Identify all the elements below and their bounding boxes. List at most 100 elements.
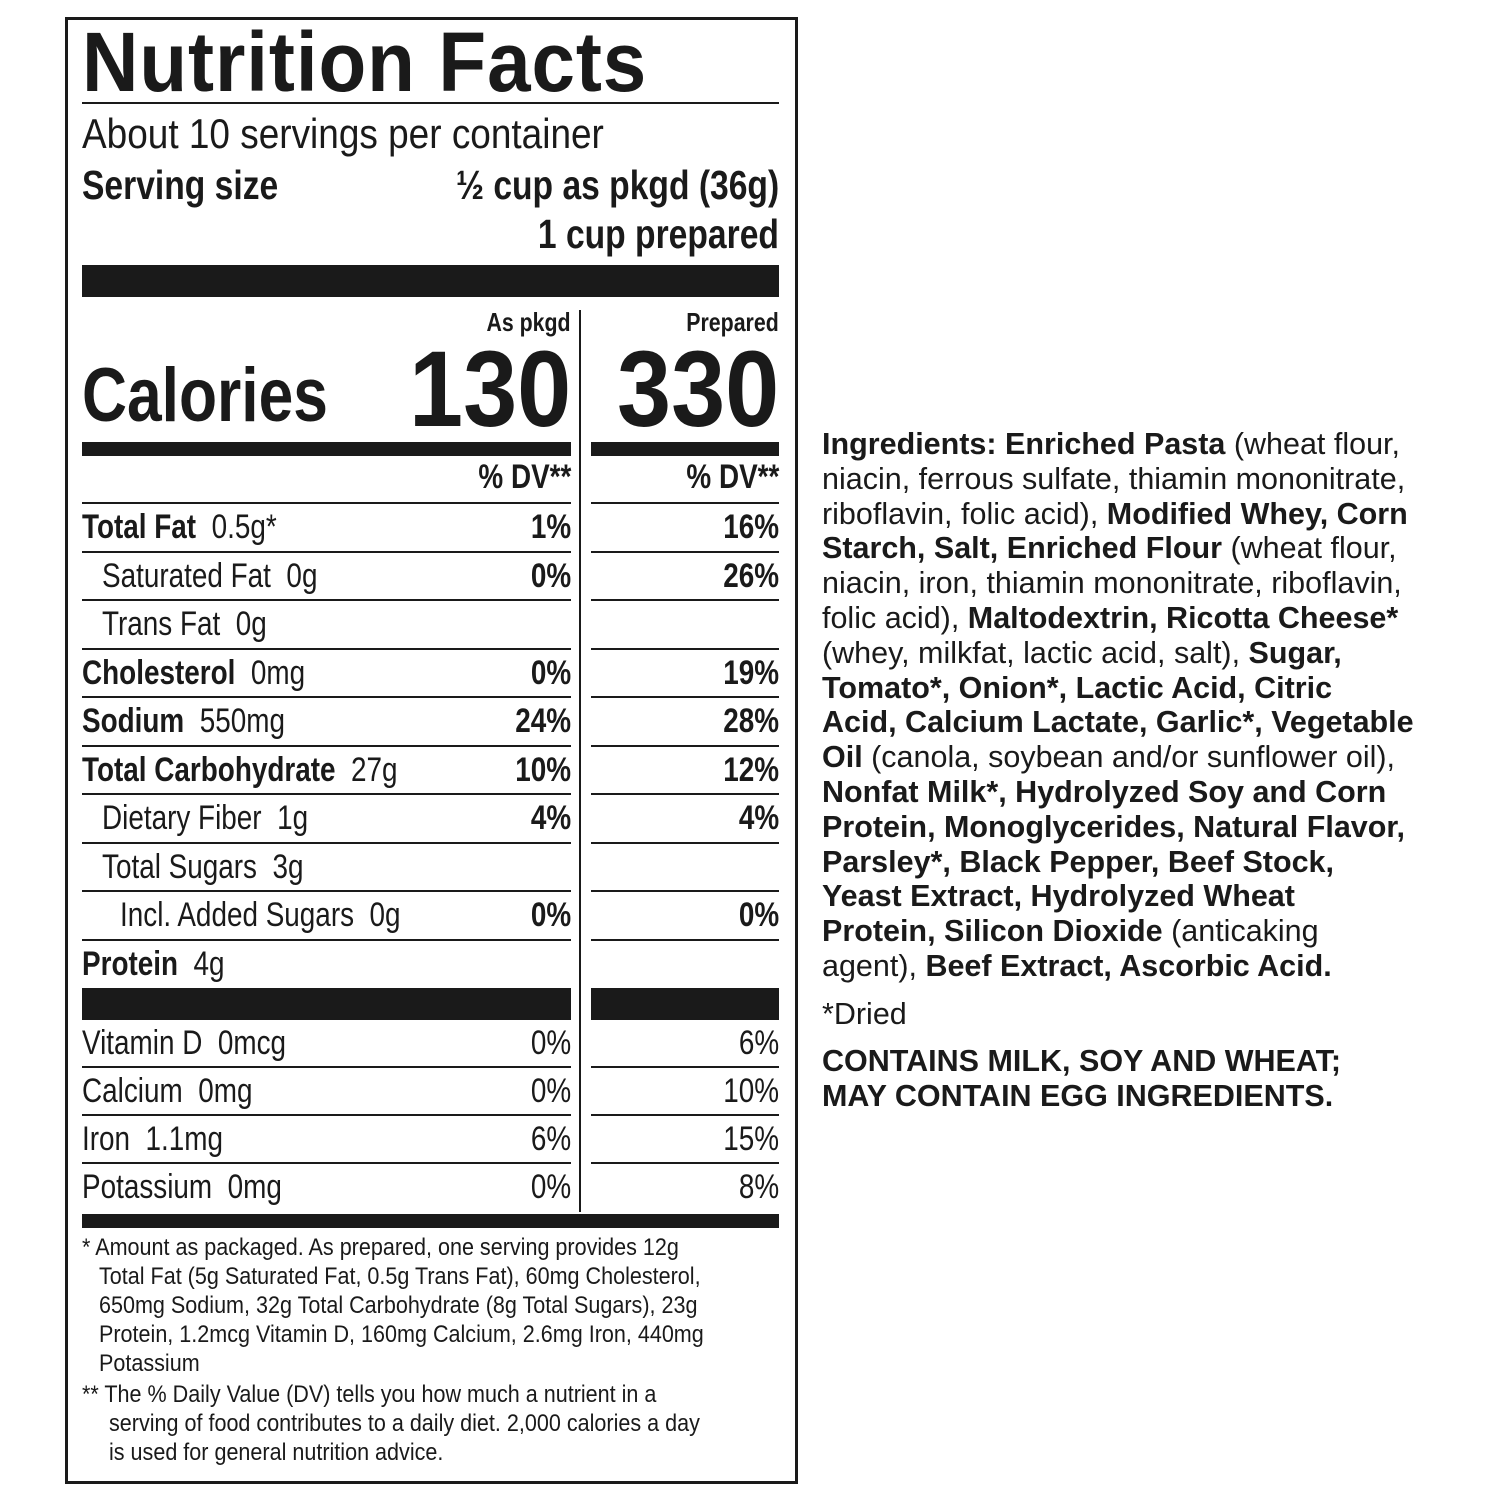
nutrient-dv-pkgd: 0% bbox=[522, 654, 571, 693]
serving-size-pkgd-text: ½ cup as pkgd (36g) bbox=[455, 162, 779, 208]
ingredients-text: niacin, ferrous sulfate, thiamin mononit… bbox=[822, 461, 1406, 496]
nutrient-row: Protein 4g bbox=[82, 945, 256, 984]
calories-prepared-value: 330 bbox=[616, 328, 779, 449]
vitamin-amount: 0mg bbox=[198, 1072, 253, 1110]
dv-value: 0% bbox=[530, 653, 571, 692]
nutrient-dv-pkgd: 4% bbox=[522, 799, 571, 838]
vitamin-name: Vitamin D bbox=[82, 1024, 203, 1062]
dv-value: 0% bbox=[530, 1072, 571, 1110]
divider bbox=[82, 647, 571, 650]
footnote-text: 650mg Sodium, 32g Total Carbohydrate (8g… bbox=[99, 1292, 698, 1319]
dv-value: 19% bbox=[723, 653, 779, 692]
divider bbox=[591, 1162, 779, 1164]
nutrient-amount: 4g bbox=[193, 944, 225, 983]
ingredients-text: Nonfat Milk*, Hydrolyzed Soy and Corn bbox=[822, 775, 1387, 809]
ingredients-line: Starch, Salt, Enriched Flour (wheat flou… bbox=[822, 531, 1397, 566]
nutrient-row: Dietary Fiber 1g bbox=[102, 799, 353, 838]
vitamin-dv-pkgd: 6% bbox=[522, 1120, 571, 1159]
nutrient-name: Sodium bbox=[82, 702, 185, 740]
nutrient-dv-prepared: 12% bbox=[711, 751, 779, 790]
nutrition-facts-panel bbox=[65, 17, 798, 1484]
dv-value: 0% bbox=[530, 1024, 571, 1062]
nutrient-dv-prepared: 28% bbox=[711, 702, 779, 741]
nutrient-name: Cholesterol bbox=[82, 653, 236, 692]
nutrient-amount: 0.5g* bbox=[211, 508, 277, 546]
ingredients-line: niacin, iron, thiamin mononitrate, ribof… bbox=[822, 566, 1402, 601]
footnote-dv-line: is used for general nutrition advice. bbox=[109, 1438, 489, 1467]
vitamin-name: Calcium bbox=[82, 1072, 183, 1110]
footnote-text: ** The % Daily Value (DV) tells you how … bbox=[82, 1381, 657, 1408]
ingredients-text: (whey, milkfat, lactic acid, salt), bbox=[822, 635, 1249, 670]
nutrient-amount: 550mg bbox=[199, 702, 285, 740]
footnote-amount-line: Potassium bbox=[99, 1349, 213, 1378]
vitamin-name: Potassium bbox=[82, 1168, 213, 1206]
divider bbox=[591, 744, 779, 747]
nutrient-amount: 0g bbox=[286, 556, 318, 595]
nutrient-name: Protein bbox=[82, 944, 179, 983]
dv-value: 28% bbox=[723, 702, 779, 740]
divider bbox=[591, 696, 779, 698]
dv-value: 6% bbox=[530, 1120, 571, 1158]
ingredients-text: Acid, Calcium Lactate, Garlic*, Vegetabl… bbox=[822, 705, 1414, 740]
divider bbox=[82, 793, 571, 795]
footnote-text: Protein, 1.2mcg Vitamin D, 160mg Calcium… bbox=[99, 1321, 704, 1348]
vitamin-dv-prepared: 8% bbox=[730, 1168, 779, 1207]
dv-header-text: % DV** bbox=[478, 458, 571, 496]
dv-value: 26% bbox=[723, 556, 779, 595]
ingredients-line: Ingredients: Enriched Pasta (wheat flour… bbox=[822, 427, 1400, 462]
dv-value: 0% bbox=[530, 556, 571, 595]
vitamin-name: Iron bbox=[82, 1120, 131, 1158]
allergen-statement: CONTAINS MILK, SOY AND WHEAT; bbox=[822, 1044, 1342, 1078]
vitamin-dv-pkgd: 0% bbox=[522, 1024, 571, 1063]
thick-bar bbox=[591, 442, 779, 456]
footnote-text: * Amount as packaged. As prepared, one s… bbox=[82, 1234, 679, 1261]
ingredients-text: Protein, Silicon Dioxide bbox=[822, 914, 1163, 949]
calories-label: Calories bbox=[82, 352, 382, 439]
divider bbox=[591, 890, 779, 892]
nutrient-amount: 1g bbox=[277, 799, 309, 837]
dv-value: 1% bbox=[530, 508, 571, 546]
serving-size-label: Serving size bbox=[82, 162, 321, 209]
vitamin-dv-prepared: 10% bbox=[711, 1072, 779, 1111]
divider bbox=[591, 841, 779, 844]
vitamin-dv-pkgd: 0% bbox=[522, 1168, 571, 1207]
dv-header-text: % DV** bbox=[686, 458, 779, 496]
nutrient-row: Total Carbohydrate 27g bbox=[82, 751, 467, 790]
calories-pkgd-value: 130 bbox=[408, 328, 571, 449]
dv-value: 0% bbox=[530, 1168, 571, 1206]
nutrient-dv-pkgd: 0% bbox=[522, 557, 571, 596]
ingredients-line: Protein, Silicon Dioxide (anticaking bbox=[822, 914, 1319, 949]
nutrient-row: Sodium 550mg bbox=[82, 702, 330, 741]
label-title-text: Nutrition Facts bbox=[82, 15, 648, 109]
ingredients-line: Acid, Calcium Lactate, Garlic*, Vegetabl… bbox=[822, 705, 1414, 740]
divider bbox=[82, 502, 571, 504]
ingredients-line: (whey, milkfat, lactic acid, salt), Suga… bbox=[822, 636, 1342, 671]
divider bbox=[82, 1114, 571, 1116]
ingredients-text: niacin, iron, thiamin mononitrate, ribof… bbox=[822, 566, 1402, 601]
col-header-pkgd-text: As pkgd bbox=[486, 307, 571, 337]
ingredients-line: niacin, ferrous sulfate, thiamin mononit… bbox=[822, 462, 1405, 497]
column-divider bbox=[579, 310, 581, 1212]
divider bbox=[82, 841, 571, 844]
label-title: Nutrition Facts bbox=[82, 14, 690, 111]
footnote-amount-line: 650mg Sodium, 32g Total Carbohydrate (8g… bbox=[99, 1291, 779, 1320]
vitamin-amount: 1.1mg bbox=[145, 1120, 224, 1158]
dv-value: 6% bbox=[738, 1024, 779, 1062]
divider bbox=[591, 550, 779, 553]
nutrient-amount: 0g bbox=[369, 896, 401, 934]
ingredients-text: riboflavin, folic acid), bbox=[822, 496, 1107, 531]
ingredients-text: Protein, Monoglycerides, Natural Flavor, bbox=[822, 809, 1406, 844]
ingredients-line: agent), Beef Extract, Ascorbic Acid. bbox=[822, 949, 1332, 984]
thick-bar bbox=[82, 442, 571, 456]
ingredients-text: Starch, Salt, Enriched Flour bbox=[822, 531, 1222, 566]
ingredients-text: agent), bbox=[822, 949, 926, 983]
vitamin-dv-prepared: 6% bbox=[730, 1024, 779, 1063]
ingredients-text: (wheat flour, bbox=[1225, 427, 1401, 461]
divider bbox=[82, 1066, 571, 1068]
serving-size-prepared: 1 cup prepared bbox=[485, 211, 779, 258]
ingredients-text: Tomato*, Onion*, Lactic Acid, Citric bbox=[822, 670, 1333, 705]
dried-note: *Dried bbox=[822, 997, 907, 1031]
nutrient-row: Total Fat 0.5g* bbox=[82, 508, 319, 547]
nutrient-name: Total Sugars bbox=[102, 847, 257, 886]
divider bbox=[82, 102, 779, 104]
